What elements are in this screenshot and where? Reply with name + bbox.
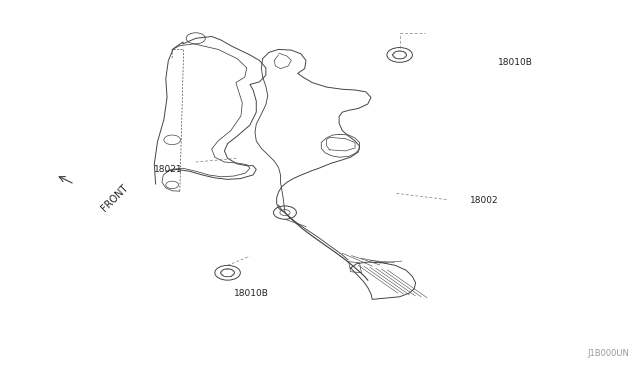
Text: 18021: 18021 [154,165,183,174]
Text: FRONT: FRONT [100,183,131,214]
Text: J1B000UN: J1B000UN [587,349,629,358]
Text: 18010B: 18010B [234,289,269,298]
Text: 18010B: 18010B [499,58,533,67]
Text: 18002: 18002 [470,196,499,205]
